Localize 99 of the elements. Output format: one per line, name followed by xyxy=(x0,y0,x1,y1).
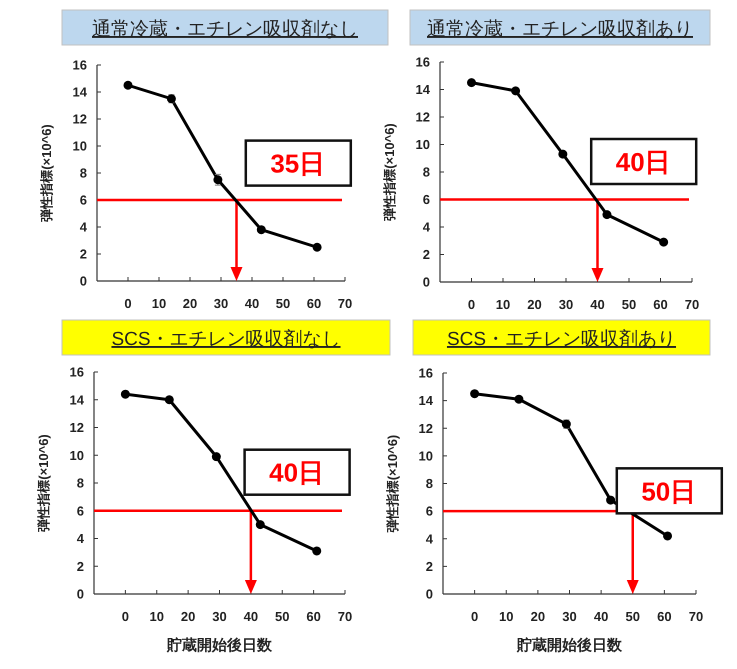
point xyxy=(312,546,322,556)
x-tick-label: 50 xyxy=(622,297,636,312)
x-tick-label: 20 xyxy=(182,296,198,311)
point xyxy=(256,520,265,530)
y-tick-label: 0 xyxy=(426,586,433,602)
y-tick-label: 16 xyxy=(416,54,430,70)
x-tick-label: 20 xyxy=(530,609,546,624)
point xyxy=(663,531,672,540)
y-axis-title: 弾性指標(×10^6) xyxy=(39,124,54,222)
y-tick-label: 6 xyxy=(422,192,430,207)
point xyxy=(511,86,520,96)
x-tick-label: 40 xyxy=(244,609,258,624)
y-tick-label: 2 xyxy=(422,247,430,262)
y-tick-label: 2 xyxy=(426,558,433,574)
x-tick-label: 50 xyxy=(626,609,640,624)
x-tick-label: 70 xyxy=(338,609,352,624)
x-tick-label: 0 xyxy=(468,297,476,312)
y-tick-label: 8 xyxy=(422,164,430,180)
y-axis-title: 弾性指標(×10^6) xyxy=(382,123,397,221)
x-axis-title: 貯蔵開始後日数 xyxy=(516,637,623,654)
x-tick-label: 0 xyxy=(124,296,132,311)
y-tick-label: 6 xyxy=(80,192,87,208)
x-tick-label: 40 xyxy=(590,297,605,312)
x-tick-label: 30 xyxy=(562,609,577,624)
point xyxy=(312,242,322,252)
x-tick-label: 0 xyxy=(471,609,478,624)
y-tick-label: 12 xyxy=(72,112,87,126)
y-tick-label: 4 xyxy=(80,220,88,234)
x-tick-label: 40 xyxy=(244,296,260,311)
y-tick-label: 0 xyxy=(80,274,87,288)
x-tick-label: 20 xyxy=(180,609,196,624)
y-tick-label: 0 xyxy=(76,586,84,602)
y-tick-label: 12 xyxy=(70,420,84,435)
annotation: 40日 xyxy=(616,147,671,177)
x-tick-label: 20 xyxy=(527,297,542,312)
y-tick-label: 16 xyxy=(418,366,433,380)
point xyxy=(212,452,221,462)
x-tick-label: 70 xyxy=(338,296,352,311)
x-tick-label: 60 xyxy=(657,609,672,624)
y-tick-label: 8 xyxy=(76,476,84,490)
y-tick-label: 4 xyxy=(76,531,85,546)
y-tick-label: 6 xyxy=(426,504,433,519)
x-tick-label: 30 xyxy=(214,296,228,311)
y-tick-label: 4 xyxy=(426,531,434,546)
y-tick-label: 14 xyxy=(70,392,85,408)
y-tick-label: 4 xyxy=(422,220,431,234)
y-tick-label: 12 xyxy=(418,420,433,436)
x-tick-label: 60 xyxy=(653,297,668,312)
x-tick-label: 40 xyxy=(594,609,608,624)
x-tick-label: 70 xyxy=(684,297,700,312)
point xyxy=(120,390,130,399)
point xyxy=(606,496,616,505)
chart-title: 通常冷蔵・エチレン吸収剤なし xyxy=(92,18,358,40)
y-tick-label: 0 xyxy=(422,274,430,290)
x-tick-label: 10 xyxy=(152,296,166,311)
x-tick-label: 10 xyxy=(499,609,514,624)
annotation: 40日 xyxy=(269,458,324,488)
y-tick-label: 2 xyxy=(76,558,84,574)
annotation: 50日 xyxy=(641,476,696,506)
y-tick-label: 8 xyxy=(426,476,433,491)
y-tick-label: 10 xyxy=(416,137,430,152)
point xyxy=(124,80,132,90)
x-tick-label: 60 xyxy=(306,609,321,624)
y-tick-label: 14 xyxy=(418,393,434,408)
y-tick-label: 16 xyxy=(72,58,87,72)
y-axis-title: 弾性指標(×10^6) xyxy=(385,434,400,532)
point xyxy=(514,394,524,404)
point xyxy=(470,389,480,398)
x-tick-label: 30 xyxy=(212,609,227,624)
x-tick-label: 0 xyxy=(122,609,129,624)
y-tick-label: 14 xyxy=(72,84,88,100)
y-tick-label: 6 xyxy=(76,503,84,518)
y-tick-label: 10 xyxy=(72,138,87,154)
point xyxy=(602,210,612,220)
y-tick-label: 8 xyxy=(80,166,87,180)
chart-title: SCS・エチレン吸収剤なし xyxy=(111,328,341,350)
point xyxy=(164,395,174,404)
point xyxy=(558,150,568,159)
x-tick-label: 70 xyxy=(688,609,704,624)
x-axis-title: 貯蔵開始後日数 xyxy=(166,637,273,654)
chart-title: 通常冷蔵・エチレン吸収剤あり xyxy=(427,18,693,40)
y-tick-label: 14 xyxy=(416,82,431,97)
chart-title: SCS・エチレン吸収剤あり xyxy=(446,328,676,350)
point xyxy=(467,78,476,88)
point xyxy=(659,238,668,247)
y-axis-title: 弾性指標(×10^6) xyxy=(36,434,51,532)
x-tick-label: 30 xyxy=(558,297,574,312)
y-tick-label: 16 xyxy=(70,364,84,380)
point xyxy=(256,225,266,234)
y-tick-label: 12 xyxy=(416,110,430,124)
annotation: 35日 xyxy=(270,148,326,179)
x-tick-label: 60 xyxy=(306,296,322,311)
y-tick-label: 10 xyxy=(70,448,84,463)
x-tick-label: 50 xyxy=(275,609,290,624)
x-tick-label: 10 xyxy=(150,609,164,624)
x-tick-label: 50 xyxy=(276,296,290,311)
y-tick-label: 10 xyxy=(418,448,433,464)
x-tick-label: 10 xyxy=(496,297,510,312)
y-tick-label: 2 xyxy=(80,246,87,262)
